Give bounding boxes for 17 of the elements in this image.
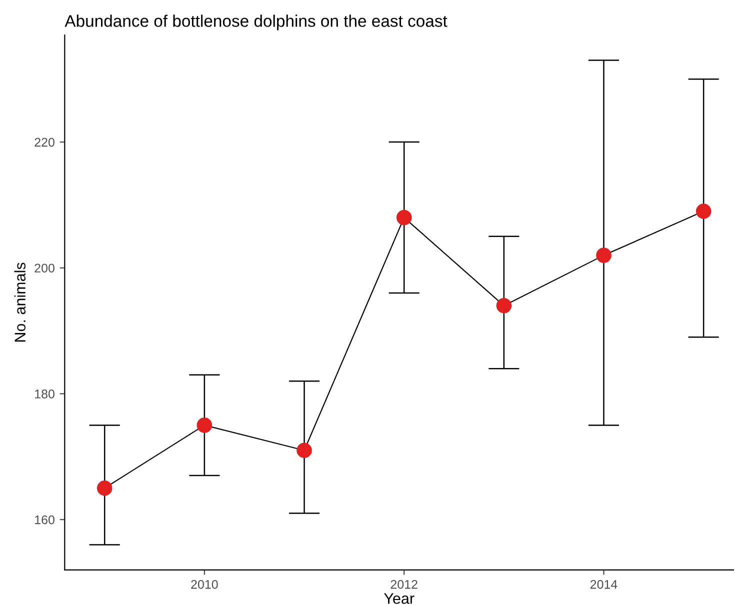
- point: [596, 248, 612, 263]
- point: [496, 298, 512, 314]
- y-tick-label: 220: [34, 138, 54, 147]
- x-axis-title: Year: [384, 593, 414, 604]
- point: [396, 210, 412, 226]
- point: [96, 480, 112, 496]
- x-tick-label: 2014: [590, 580, 618, 589]
- y-axis-title: No. animals: [14, 262, 26, 342]
- point: [696, 204, 712, 219]
- point: [296, 442, 312, 458]
- y-tick-label: 200: [34, 264, 54, 273]
- y-tick-label: 160: [35, 515, 54, 524]
- x-tick-label: 2010: [191, 580, 218, 589]
- chart-title: Abundance of bottlenose dolphins on the east coast: [64, 14, 448, 30]
- point: [196, 418, 212, 433]
- y-tick-label: 180: [35, 390, 54, 398]
- x-tick-label: 2012: [390, 580, 418, 589]
